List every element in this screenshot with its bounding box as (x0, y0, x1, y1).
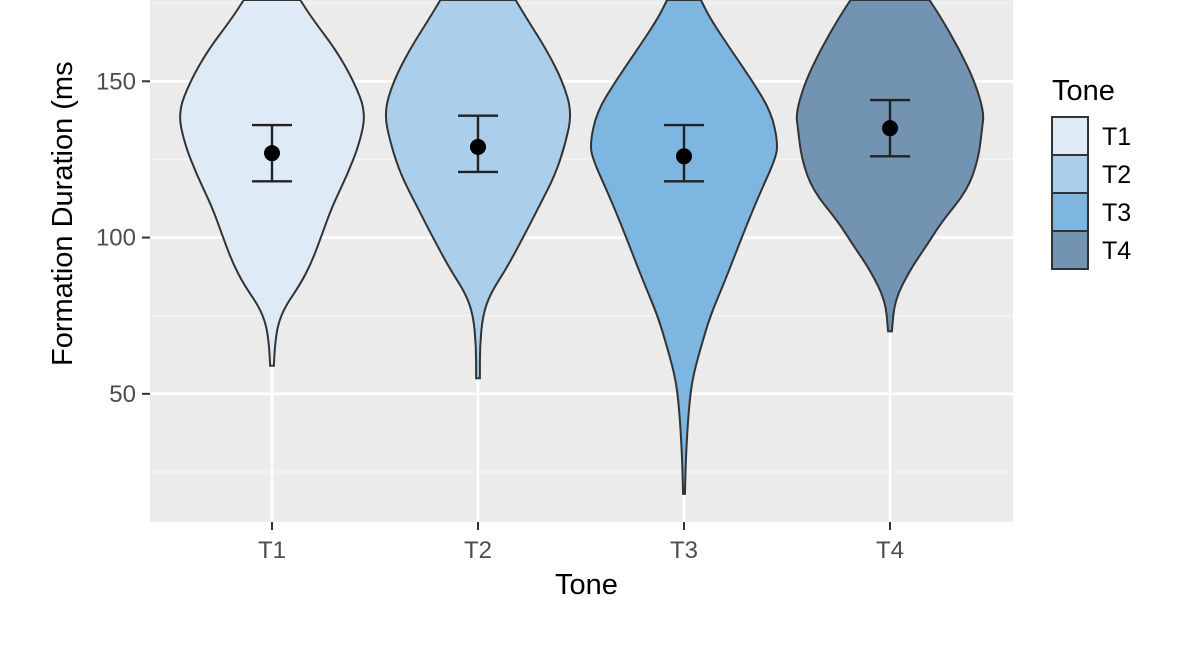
legend-label-t1: T1 (1102, 123, 1131, 151)
legend-label-t2: T2 (1102, 161, 1131, 189)
legend-key-t4 (1051, 230, 1089, 270)
mean-point-t2 (470, 138, 486, 155)
y-axis-title: Formation Duration (ms (47, 61, 79, 366)
mean-point-t4 (882, 120, 898, 137)
y-tick-label: 150 (96, 68, 136, 95)
legend-label-t4: T4 (1102, 237, 1131, 265)
x-tick-label: T4 (876, 537, 904, 564)
legend-key-t2 (1051, 154, 1089, 194)
x-axis: T1 T2 T3 T4 (258, 522, 904, 564)
violins (179, 0, 985, 495)
legend-title: Tone (1052, 75, 1115, 107)
y-axis: 50 100 150 (96, 68, 150, 408)
violin-t3 (589, 0, 779, 495)
x-tick-label: T2 (464, 537, 492, 564)
x-tick-label: T1 (258, 537, 286, 564)
legend-key-t1 (1051, 116, 1089, 156)
violin-t2 (384, 0, 572, 380)
mean-point-t1 (264, 145, 280, 162)
legend-label-t3: T3 (1102, 199, 1131, 227)
error-bars (252, 98, 910, 183)
violin-t1 (179, 0, 365, 367)
y-tick-label: 100 (96, 225, 136, 252)
legend: Tone T1 T2 T3 T4 (1051, 75, 1131, 270)
x-tick-label: T3 (670, 537, 698, 564)
x-axis-title: Tone (555, 569, 618, 601)
violin-t4 (795, 0, 985, 333)
y-tick-label: 50 (109, 381, 136, 408)
legend-key-t3 (1051, 192, 1089, 232)
mean-point-t3 (676, 148, 692, 165)
